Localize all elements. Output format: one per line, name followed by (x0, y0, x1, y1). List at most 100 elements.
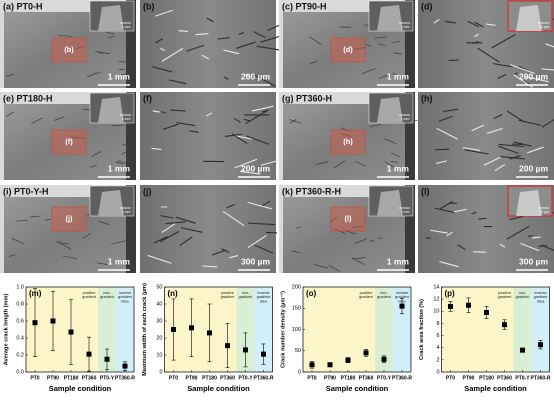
crack (384, 138, 397, 145)
crack (151, 147, 162, 150)
sem-panel: (h) 200 µm (418, 92, 554, 180)
region-shade (375, 287, 393, 372)
background (405, 185, 415, 273)
region-shade (303, 287, 375, 372)
data-point (327, 362, 333, 368)
region-shade (254, 287, 273, 372)
crack (206, 112, 213, 117)
sem-panel: (j) 300 µm (140, 185, 278, 273)
y-axis-label: Average crack length (mm) (3, 294, 9, 366)
region-shade (98, 287, 116, 372)
panel-label: (g) PT360-H (282, 93, 332, 103)
crack (491, 34, 516, 49)
crack (238, 32, 245, 35)
crack (262, 200, 271, 207)
panel-label: (h) (421, 93, 433, 103)
sem-panel: 1 mm (f) (e) PT180-H 1 mm (0, 92, 136, 180)
x-tick-label: PT180 (202, 375, 217, 381)
crack (161, 110, 167, 114)
crack (374, 36, 387, 39)
crack (393, 52, 402, 55)
crack (483, 155, 503, 166)
y-tick-label: 150 (292, 306, 301, 312)
roi-label: (l) (344, 214, 352, 223)
y-tick-label: 12 (433, 297, 439, 303)
crack (71, 136, 86, 139)
y-tick-label: 30 (156, 318, 162, 324)
crack (355, 161, 366, 167)
y-tick-label: 50 (295, 348, 301, 354)
crack (91, 151, 102, 157)
crack (30, 215, 40, 218)
crack (353, 47, 366, 50)
crack (288, 119, 302, 124)
crack (390, 152, 401, 158)
x-tick-label: PT90 (324, 375, 336, 381)
scale-label: 300 µm (241, 256, 270, 266)
data-point (171, 327, 176, 332)
region-shade (164, 287, 237, 372)
crack (117, 160, 129, 165)
crack (291, 250, 301, 254)
panel-label: (k) PT360-R-H (282, 186, 341, 196)
crack (223, 49, 240, 55)
x-tick-label: PT0-Y (377, 375, 392, 381)
crack (485, 23, 496, 26)
crack (161, 47, 184, 62)
y-tick-label: 100 (292, 327, 301, 333)
y-tick-label: 20 (156, 335, 162, 341)
crack (309, 36, 322, 46)
crack (16, 219, 28, 222)
crack (520, 242, 540, 252)
x-tick-label: PT90 (186, 375, 198, 381)
crack (438, 115, 453, 122)
roi-box (330, 206, 366, 232)
crack (433, 18, 440, 24)
crack (9, 254, 16, 257)
crack (314, 264, 328, 269)
inset-scale-label: 1 mm (122, 117, 131, 121)
region-annotation: gradient (359, 295, 374, 299)
region-annotation: gradient (100, 295, 115, 299)
roi-box (330, 37, 366, 63)
roi-box (51, 129, 87, 155)
roi-label: (h) (343, 137, 353, 146)
region-annotation: non- (380, 291, 388, 295)
crack (498, 143, 525, 148)
region-annotation: idea (121, 299, 129, 303)
crack (236, 41, 256, 49)
scale-label: 300 µm (519, 256, 548, 266)
crack (340, 133, 352, 137)
x-axis-label: Sample condition (326, 384, 389, 393)
crack (340, 127, 348, 132)
sem-panel: 1 mm (d) (c) PT90-H 1 mm (279, 0, 415, 88)
crack (471, 211, 477, 215)
roi-box (330, 129, 366, 155)
y-tick-label: 40 (156, 301, 162, 307)
data-point (381, 356, 387, 362)
data-point (243, 347, 248, 353)
region-annotation: gradient (534, 295, 549, 299)
crack (247, 234, 267, 249)
panel-label: (c) PT90-H (282, 1, 327, 11)
inset-feature (98, 190, 124, 216)
crack (333, 160, 346, 169)
crack (513, 141, 532, 147)
inset-scale-label: 20 µm (539, 210, 549, 214)
roi-label: (j) (65, 214, 73, 223)
crack (170, 109, 186, 112)
y-tick-label: 2 (436, 357, 439, 363)
data-point (32, 320, 38, 326)
x-tick-label: PT0 (169, 375, 178, 381)
crack (541, 68, 554, 71)
y-tick-label: 4 (436, 345, 439, 351)
x-tick-label: PT360-R (253, 375, 273, 381)
x-axis-label: Sample condition (187, 384, 250, 393)
crack (446, 231, 453, 237)
crack (351, 226, 363, 229)
sem-panel: 1 mm (h) (g) PT360-H 1 mm (279, 92, 418, 180)
x-tick-label: PT360 (82, 375, 97, 381)
x-tick-label: PT90 (47, 375, 59, 381)
crack (493, 63, 513, 68)
